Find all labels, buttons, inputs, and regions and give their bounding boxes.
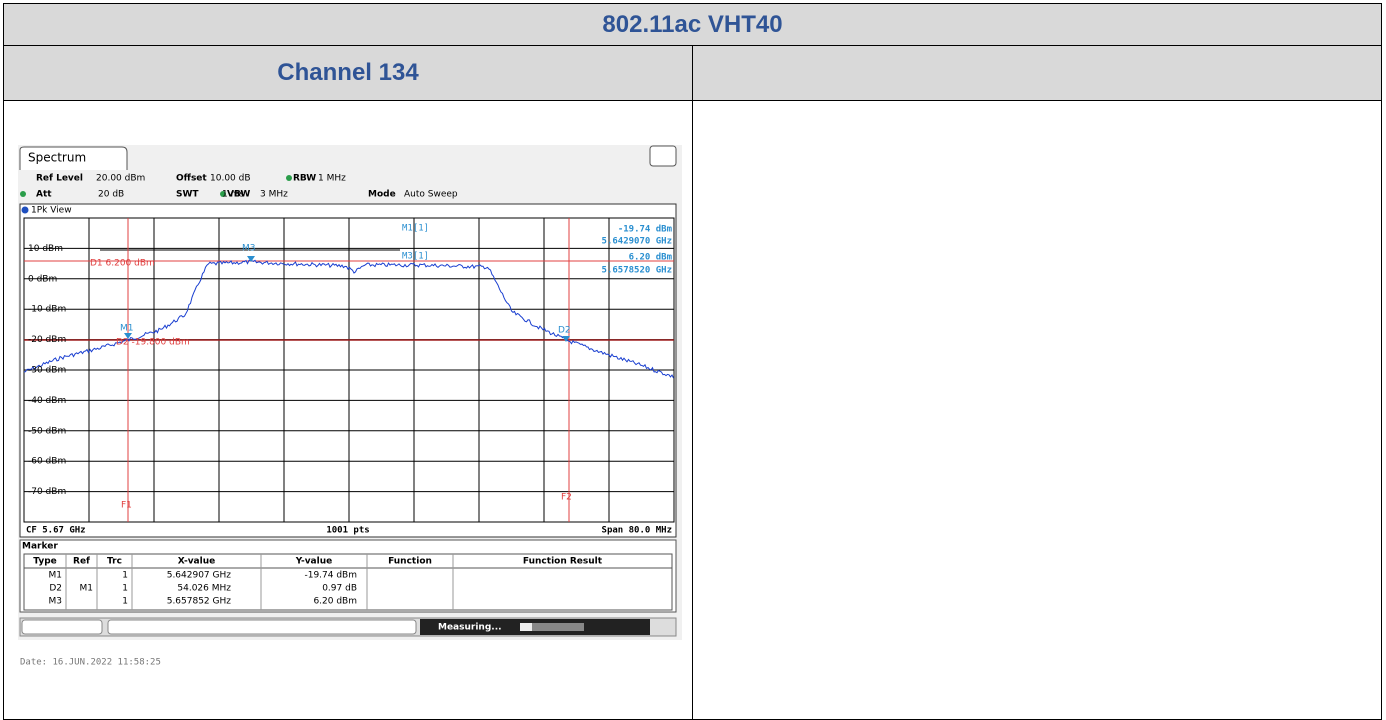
y-label: -70 dBm [28,487,66,497]
footer: 1001 pts [326,526,369,536]
table-cell: 54.026 MHz [177,584,231,594]
table-header: X-value [178,557,215,567]
spectrum-screenshot: Spectrum Ref Level 20.00 dBm Offset 10.00 d… [18,145,682,668]
setting: Mode [368,190,396,200]
table-cell: 5.657852 GHz [167,597,232,607]
channel-cell: Channel 134 [3,45,693,101]
att-dot [20,191,26,197]
footer: CF 5.67 GHz [26,526,86,536]
marker-label: D2 [558,326,571,336]
y-label: -60 dBm [28,457,66,467]
y-label: -10 dBm [28,305,66,315]
empty-cell [692,45,1382,101]
setting: RBW [293,174,316,184]
marker-label: M1 [120,324,134,334]
status-box [21,619,103,635]
title: 802.11ac VHT40 [602,10,783,38]
setting: 10.00 dB [210,174,251,184]
d2-label: D2 -19.800 dBm [116,338,190,348]
table-cell: M3 [49,597,63,607]
table-cell: 6.20 dBm [313,597,357,607]
y-label: -20 dBm [28,335,66,345]
f1-label: F1 [121,501,132,511]
table-cell: 0.97 dB [322,584,357,594]
y-label: 0 dBm [28,274,57,284]
table-header: Function Result [523,557,603,567]
y-label: -40 dBm [28,396,66,406]
y-label: 10 dBm [28,244,63,254]
f2-label: F2 [561,493,572,503]
table-header: Y-value [295,557,332,567]
status-box [107,619,417,635]
table-cell: 1 [122,584,128,594]
table-cell: D2 [49,584,62,594]
marker-panel [19,539,677,613]
vbw-dot [220,191,226,197]
readout: 5.6429070 GHz [602,237,672,247]
footer: Span 80.0 MHz [602,526,672,536]
table-header: Ref [73,557,90,567]
channel: Channel 134 [277,59,419,86]
title-cell: 802.11ac VHT40 [3,3,1382,46]
status: Measuring... [438,623,502,633]
table-header: Trc [107,557,122,567]
y-label: -30 dBm [28,366,66,376]
setting: Auto Sweep [404,190,458,200]
table-header: Type [33,557,56,567]
setting: SWT [176,190,199,200]
progress-fill [520,623,532,631]
marker-label: M3 [242,244,256,254]
table-cell: 1 [122,571,128,581]
readout: -19.74 dBm [618,225,673,235]
setting: Att [36,190,52,200]
table-cell: 5.642907 GHz [167,571,232,581]
rbw-dot [286,175,292,181]
view-label: 1Pk View [31,206,72,216]
marker-title: Marker [22,542,58,552]
empty-cell [692,100,1382,720]
y-label: -50 dBm [28,426,66,436]
table-cell: M1 [49,571,63,581]
table-cell: M1 [80,584,94,594]
marker-table [23,553,673,611]
table-header: Function [388,557,432,567]
icon [649,145,677,167]
setting: 1 ms [222,190,244,200]
setting: Ref Level [36,174,83,184]
progress [520,623,584,631]
tab [19,146,128,170]
setting: 1 MHz [318,174,346,184]
table-cell: 1 [122,597,128,607]
readout: 5.6578520 GHz [602,266,672,276]
tab-label: Spectrum [28,151,86,165]
setting: Offset [176,174,207,184]
setting: 3 MHz [260,190,288,200]
readout: M1[1] [402,224,429,234]
setting: 20.00 dBm [96,174,145,184]
setting: 20 dB [98,190,124,200]
table-cell: -19.74 dBm [304,571,357,581]
date: Date: 16.JUN.2022 11:58:25 [20,658,161,668]
readout: M3[1] [402,252,429,262]
setting: VBW [227,190,250,200]
d1-label: D1 6.200 dBm [90,259,155,269]
readout: 6.20 dBm [629,253,673,263]
view-dot [21,206,29,214]
